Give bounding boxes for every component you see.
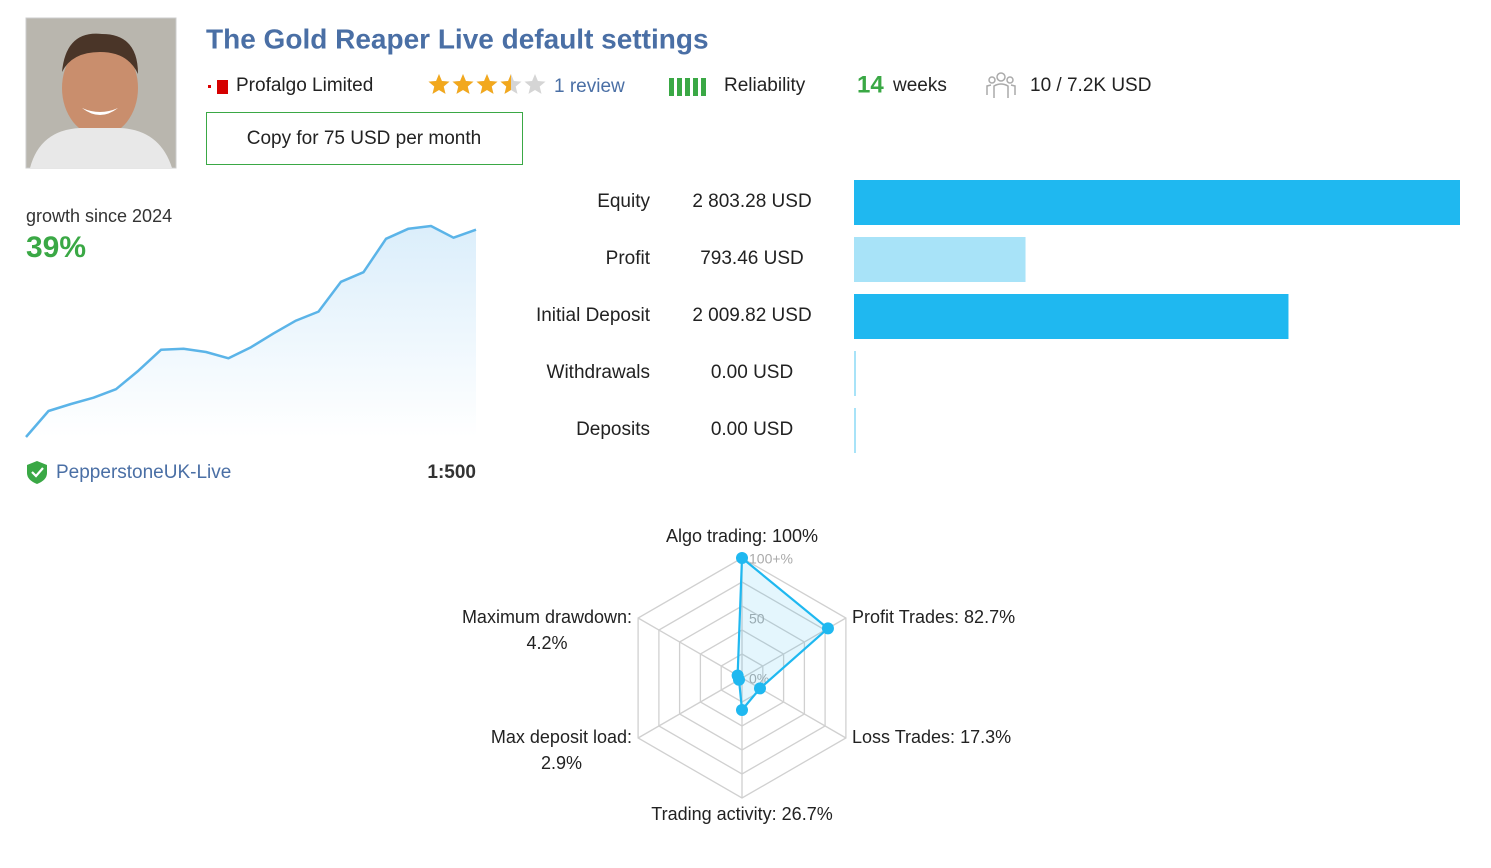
growth-label: growth since 2024 xyxy=(26,206,172,226)
radar-value-label: 2.9% xyxy=(541,753,582,773)
star xyxy=(452,74,474,94)
radar-axis-label: Loss Trades: 17.3% xyxy=(852,727,1011,747)
title: The Gold Reaper Live default settings xyxy=(206,23,709,54)
stat-bar xyxy=(854,408,856,453)
radar-point xyxy=(736,704,748,717)
stat-bar xyxy=(854,351,856,396)
copy-button-label[interactable]: Copy for 75 USD per month xyxy=(247,128,481,149)
growth-line xyxy=(25,224,477,438)
radar-value-label: 82.7% xyxy=(964,607,1015,627)
radar-value-label: 17.3% xyxy=(960,727,1011,747)
stat-label: Initial Deposit xyxy=(536,305,651,326)
radar-axis-label: Max deposit load: xyxy=(491,727,632,747)
stat-label: Deposits xyxy=(576,419,650,440)
stat-value: 0.00 USD xyxy=(711,362,793,383)
copy-button[interactable]: Copy for 75 USD per month xyxy=(206,112,523,165)
stat-label: Profit xyxy=(606,248,651,269)
radar-tick-label: 0% xyxy=(749,671,769,687)
stat-value: 2 009.82 USD xyxy=(692,305,811,326)
stat-label: Withdrawals xyxy=(547,362,650,383)
radar-axis-name: Loss Trades: xyxy=(852,727,955,747)
reliability-label: Reliability xyxy=(724,75,806,96)
stats-chart: Equity 2 803.28 USD Profit 793.46 USD Initia… xyxy=(536,180,1460,453)
star-empty xyxy=(524,74,546,94)
reliability-icon xyxy=(669,78,706,96)
stat-bar xyxy=(854,237,1026,282)
flag xyxy=(217,80,228,94)
radar-axis-name: Algo trading: xyxy=(666,526,767,546)
radar-point xyxy=(821,622,834,635)
stat-value: 2 803.28 USD xyxy=(692,191,811,212)
radar-point xyxy=(736,552,748,564)
subscribers-icon xyxy=(986,72,1016,98)
radar-axis-name: Trading activity: xyxy=(651,804,776,824)
radar-tick-label: 50 xyxy=(749,611,765,627)
growth-area xyxy=(26,226,476,437)
growth-value: 39% xyxy=(26,231,86,264)
radar-axis-label: Maximum drawdown: xyxy=(462,607,632,627)
radar-axis-label: Profit Trades: 82.7% xyxy=(852,607,1015,627)
stat-label: Equity xyxy=(597,191,650,212)
stat-bar xyxy=(854,294,1289,339)
stat-bar xyxy=(854,180,1460,225)
avatar[interactable] xyxy=(25,17,177,169)
radar-chart: 0% 50 100+% Algo trading:100% Profit Trades:… xyxy=(462,526,1015,824)
radar-axis-label: Trading activity: 26.7% xyxy=(651,804,832,824)
radar-point xyxy=(753,682,766,695)
subscribers: 10 / 7.2K USD xyxy=(1030,75,1151,96)
flag-dot xyxy=(208,85,211,88)
radar-value-label: 100% xyxy=(772,526,818,546)
radar-point xyxy=(731,669,744,682)
radar-value-label: 26.7% xyxy=(782,804,833,824)
reviews-link[interactable]: 1 review xyxy=(554,76,625,97)
radar-value-label: 4.2% xyxy=(526,633,567,653)
radar-spoke xyxy=(637,677,743,739)
leverage: 1:500 xyxy=(427,462,476,483)
stat-value: 0.00 USD xyxy=(711,419,793,440)
weeks-label: weeks xyxy=(892,75,947,96)
star xyxy=(476,74,498,94)
company[interactable]: Profalgo Limited xyxy=(236,75,373,96)
star xyxy=(500,74,511,94)
star xyxy=(428,74,450,94)
radar-spoke xyxy=(637,617,743,679)
broker-link[interactable]: PepperstoneUK-Live xyxy=(56,462,231,483)
radar-axis-name: Profit Trades: xyxy=(852,607,959,627)
stat-value: 793.46 USD xyxy=(700,248,804,269)
radar-axis-label: Algo trading: 100% xyxy=(666,526,818,546)
radar-tick-label: 100+% xyxy=(749,551,793,567)
weeks-value: 14 xyxy=(857,71,884,98)
growth-chart xyxy=(25,224,477,438)
verified-icon xyxy=(27,461,47,484)
rating-stars xyxy=(428,74,546,94)
